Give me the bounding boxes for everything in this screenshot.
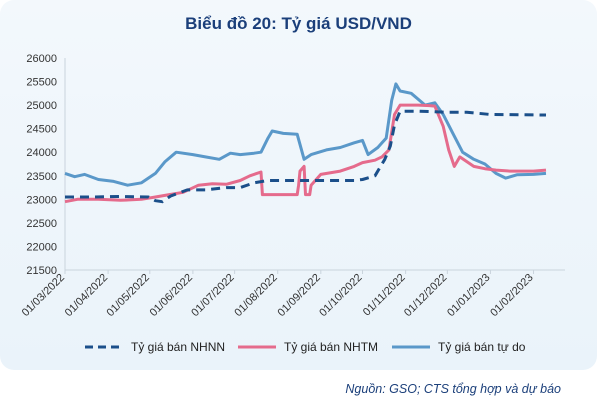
- series-line-nhnn: [65, 109, 547, 204]
- x-tick-label: 01/04/2022: [63, 272, 110, 319]
- x-tick-label: 01/05/2022: [105, 272, 152, 319]
- chart-legend: Tỷ giá bán NHNN Tỷ giá bán NHTM Tỷ giá b…: [0, 340, 597, 362]
- legend-item-free-market: Tỷ giá bán tự do: [392, 340, 525, 354]
- x-tick-label: 01/10/2022: [317, 272, 364, 319]
- y-tick-label: 23000: [26, 194, 57, 206]
- x-tick-label: 01/06/2022: [148, 272, 195, 319]
- y-tick-label: 24500: [26, 124, 57, 136]
- y-tick-label: 26000: [26, 53, 57, 65]
- y-tick-label: 21500: [26, 265, 57, 277]
- legend-label-nhtm: Tỷ giá bán NHTM: [284, 340, 379, 354]
- x-tick-label: 01/02/2023: [488, 272, 535, 319]
- series-line-free-market: [64, 82, 547, 187]
- x-tick-label: 01/01/2023: [445, 272, 492, 319]
- legend-swatch-free-market: [392, 345, 430, 349]
- x-tick-label: 01/11/2022: [361, 272, 408, 319]
- source-note: Nguồn: GSO; CTS tổng hợp và dự báo: [345, 382, 561, 396]
- chart-title: Biểu đồ 20: Tỷ giá USD/VND: [185, 14, 412, 33]
- y-tick-label: 22500: [26, 218, 57, 230]
- x-tick-label: 01/07/2022: [189, 272, 236, 319]
- x-tick-label: 01/12/2022: [402, 272, 449, 319]
- x-tick-label: 01/09/2022: [276, 272, 323, 319]
- y-tick-label: 25000: [26, 100, 57, 112]
- series-line-nhtm: [64, 103, 547, 204]
- y-tick-label: 24000: [26, 147, 57, 159]
- x-tick-label: 01/03/2022: [20, 272, 67, 319]
- legend-swatch-nhtm: [238, 345, 276, 349]
- y-tick-label: 23500: [26, 171, 57, 183]
- legend-label-free-market: Tỷ giá bán tự do: [438, 340, 526, 354]
- y-tick-label: 22000: [26, 241, 57, 253]
- legend-item-nhnn: Tỷ giá bán NHNN: [85, 340, 225, 354]
- x-tick-label: 01/08/2022: [232, 272, 279, 319]
- line-chart: 21500 22000 22500 23000 23500 24000 24500 25000…: [20, 53, 565, 319]
- legend-item-nhtm: Tỷ giá bán NHTM: [238, 340, 378, 354]
- legend-label-nhnn: Tỷ giá bán NHNN: [131, 340, 226, 354]
- y-tick-label: 25500: [26, 77, 57, 89]
- legend-swatch-nhnn: [85, 345, 123, 349]
